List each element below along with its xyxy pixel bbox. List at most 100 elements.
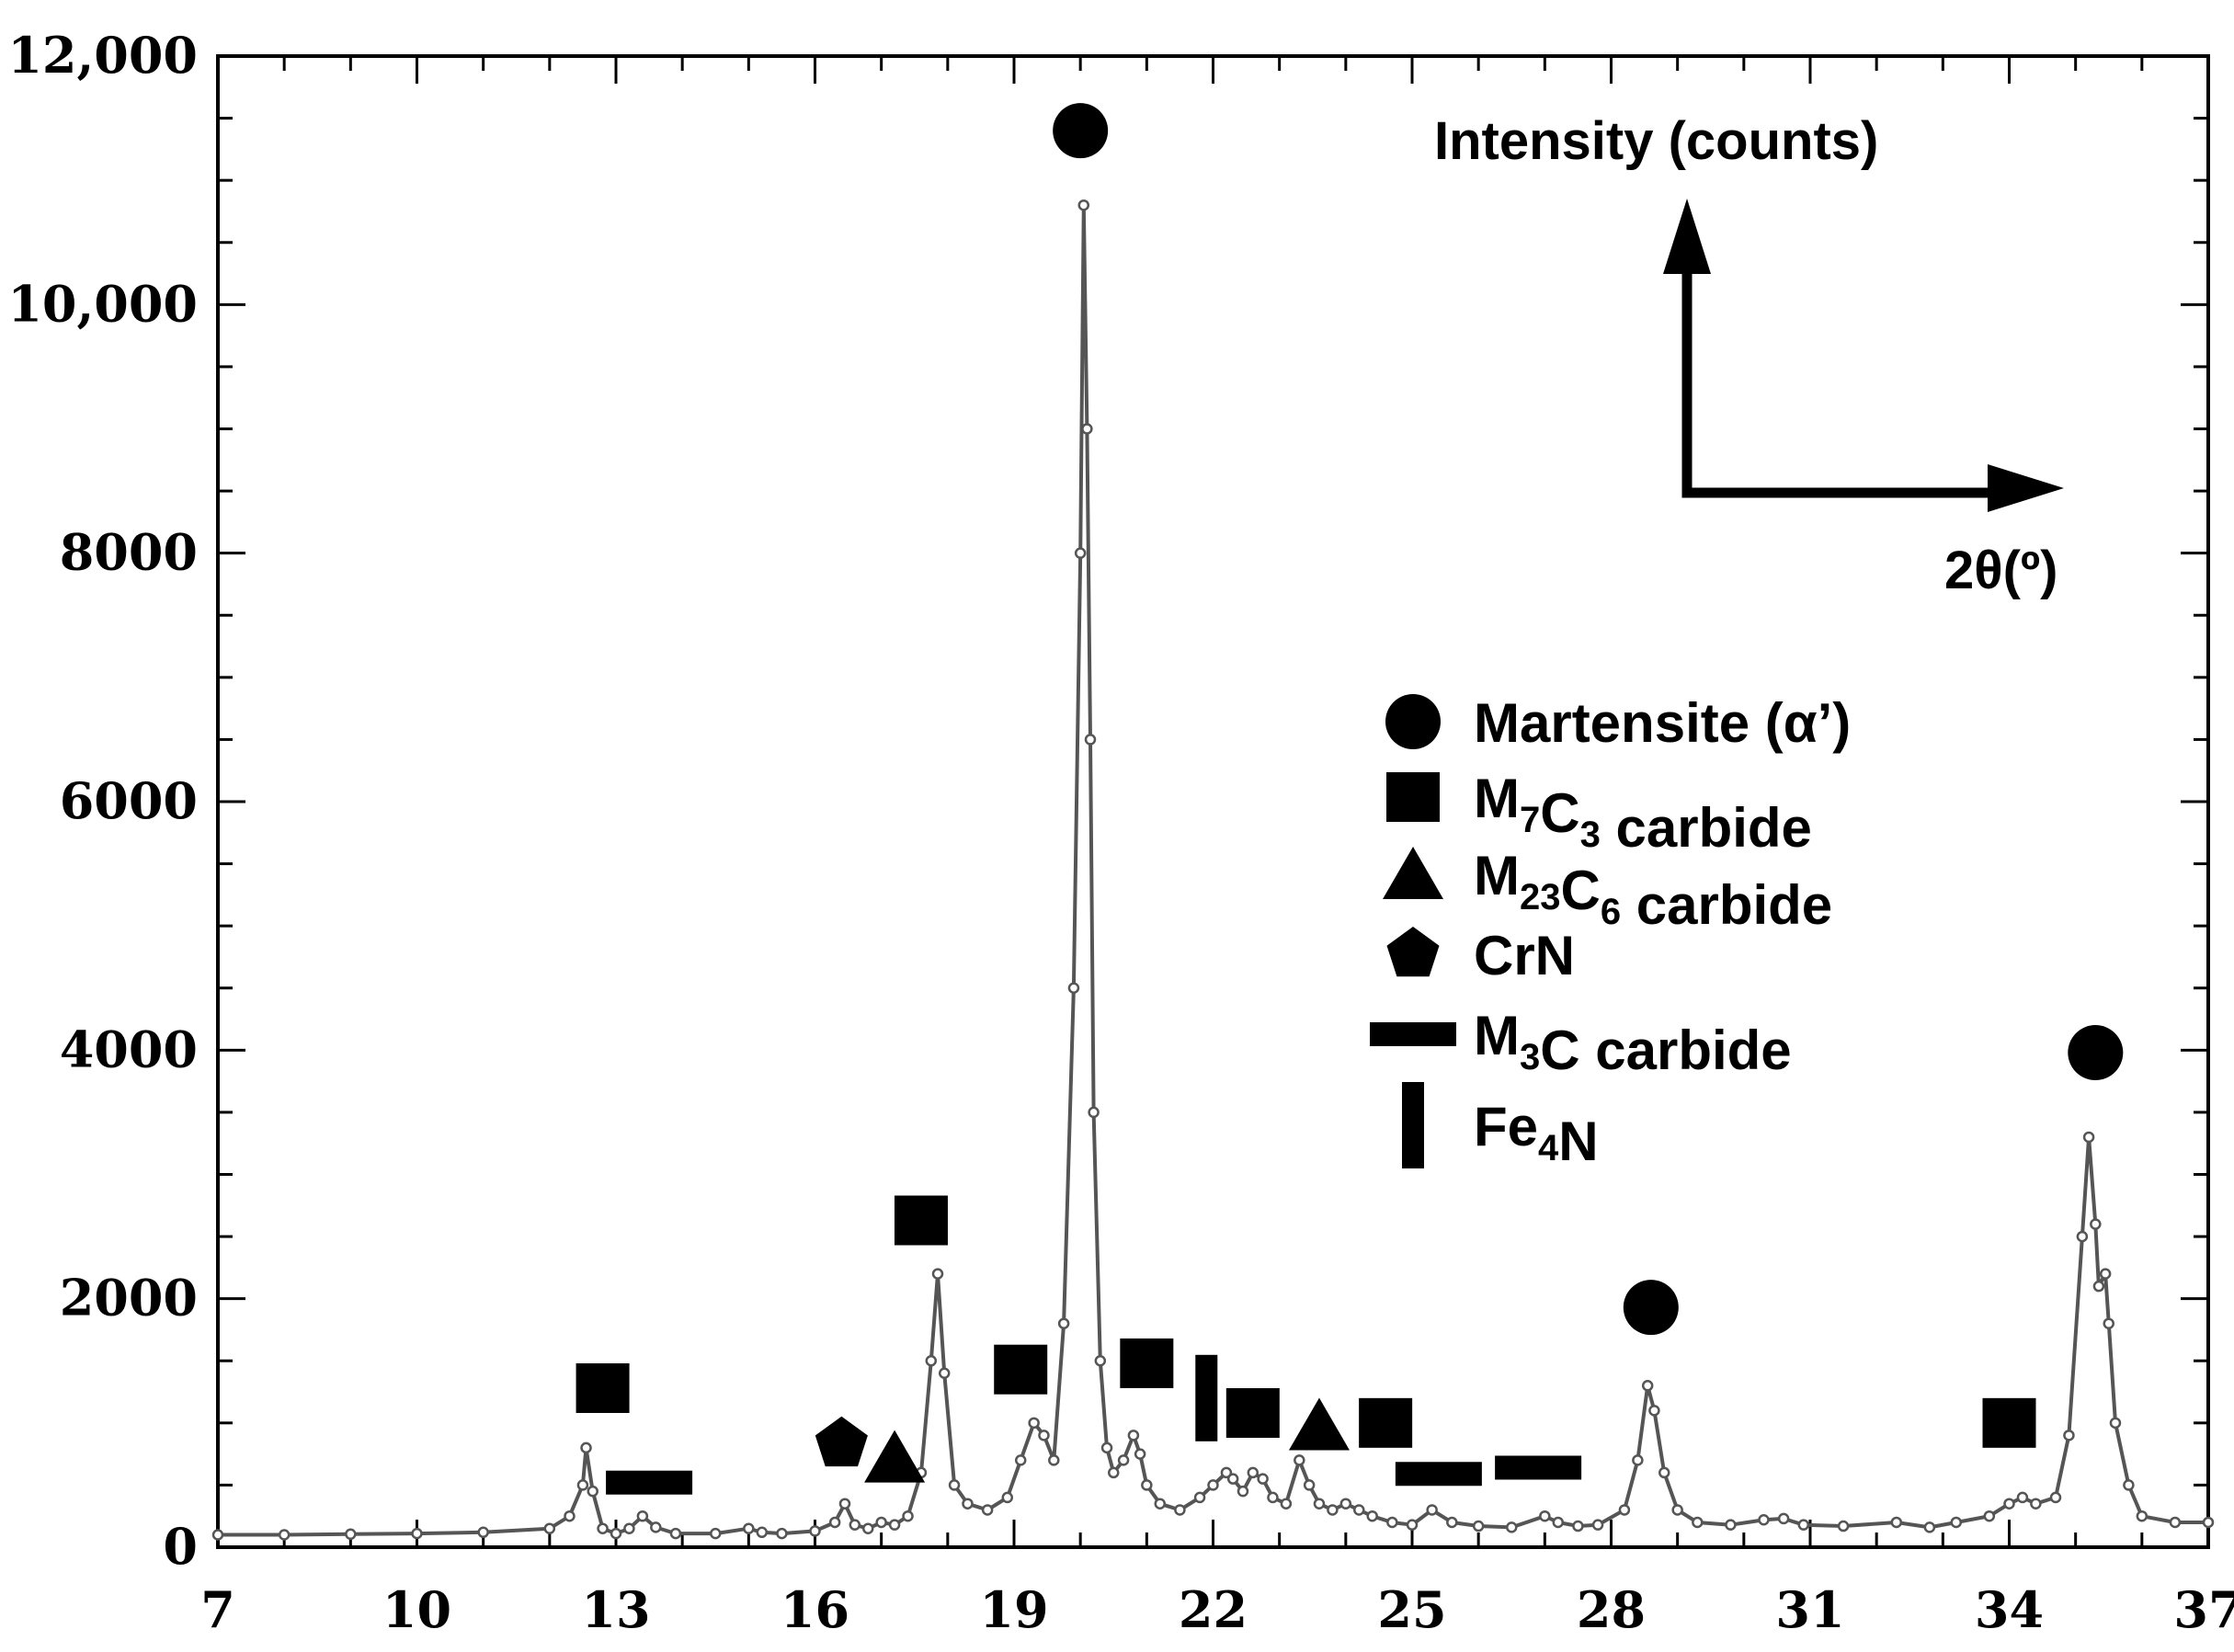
data-point [1127, 1430, 1140, 1441]
data-point [1692, 1516, 1704, 1529]
data-point [838, 1498, 851, 1510]
data-point [576, 1479, 589, 1491]
axis-arrows-annotation: Intensity (counts) 2θ(º) [1434, 111, 2064, 600]
data-point [1220, 1466, 1233, 1479]
data-point [1539, 1510, 1551, 1522]
legend-label: M23C6 carbide [1474, 845, 1832, 936]
data-point [2202, 1516, 2215, 1529]
data-point [1386, 1516, 1398, 1529]
data-point [756, 1526, 769, 1539]
data-point [669, 1527, 682, 1540]
axis-ticks [216, 54, 2210, 1549]
data-point [1057, 1317, 1070, 1329]
data-point [2049, 1491, 2062, 1504]
data-point [1777, 1512, 1790, 1525]
legend-label: M7C3 carbide [1474, 768, 1812, 859]
data-point [2123, 1479, 2135, 1491]
data-point [2103, 1317, 2114, 1329]
data-point [1572, 1520, 1584, 1532]
legend-marker-square [1386, 772, 1440, 822]
data-point [623, 1522, 635, 1534]
data-point [948, 1479, 961, 1491]
data-point [828, 1516, 841, 1529]
y-tick-label: 0 [163, 1517, 198, 1576]
data-point [2092, 1280, 2105, 1293]
x-tick-label: 7 [200, 1580, 235, 1639]
data-point [1552, 1516, 1565, 1529]
data-point [902, 1510, 914, 1522]
data-point [1108, 1466, 1120, 1479]
data-point [1174, 1504, 1186, 1516]
data-point [2030, 1498, 2042, 1510]
x-tick-label: 31 [1775, 1580, 1844, 1639]
data-point [1758, 1514, 1770, 1526]
data-point [2063, 1430, 2075, 1441]
data-point [1014, 1454, 1027, 1466]
data-point [1028, 1417, 1040, 1430]
data-point [1327, 1504, 1339, 1516]
arrow-x-label: 2θ(º) [1944, 541, 2057, 600]
phase-marker-triangle [864, 1430, 926, 1483]
y-tick-label: 8000 [60, 523, 198, 582]
legend-label: M3C carbide [1474, 1005, 1792, 1081]
data-point [1890, 1516, 1903, 1529]
data-point [1313, 1498, 1326, 1510]
legend-marker-vbar [1402, 1082, 1424, 1168]
data-point [1950, 1516, 1963, 1529]
data-point [1048, 1454, 1060, 1466]
data-point [776, 1527, 788, 1540]
data-point [1671, 1504, 1683, 1516]
plot-border [216, 54, 2210, 1549]
x-tick-label: 37 [2173, 1580, 2234, 1639]
data-point [743, 1522, 755, 1534]
data-point [861, 1522, 874, 1534]
data-point [1134, 1448, 1146, 1460]
arrow-y-label: Intensity (counts) [1434, 111, 1878, 171]
data-point [1117, 1454, 1130, 1466]
series-line [218, 203, 2208, 1537]
phase-marker-bar [606, 1470, 693, 1495]
arrow-head-up [1663, 199, 1711, 274]
phase-marker-bar [1495, 1455, 1582, 1480]
y-tick-label: 2000 [60, 1269, 198, 1327]
data-point [345, 1528, 357, 1541]
data-point [1280, 1498, 1293, 1510]
phase-marker-circle [1623, 1280, 1679, 1336]
data-point [411, 1527, 423, 1540]
data-point [2169, 1516, 2182, 1529]
plot-frame [216, 54, 2210, 1549]
data-point [1081, 423, 1093, 435]
phase-markers [576, 103, 2124, 1495]
data-point [2090, 1218, 2102, 1230]
data-point [636, 1510, 649, 1522]
data-point [2076, 1230, 2089, 1243]
axis-arrow-lines [1681, 271, 2004, 498]
data-point [1591, 1519, 1604, 1531]
data-point [564, 1510, 576, 1522]
data-point [278, 1529, 291, 1541]
data-point [809, 1525, 821, 1537]
data-point [580, 1441, 592, 1454]
data-point [1446, 1516, 1458, 1529]
data-series [211, 199, 2215, 1541]
y-tick-label: 10,000 [7, 274, 198, 333]
data-point [1226, 1473, 1239, 1485]
data-point [2016, 1491, 2029, 1504]
data-point [2003, 1498, 2015, 1510]
data-point [1100, 1441, 1113, 1454]
legend-marker-pentagon [1386, 927, 1440, 977]
phase-marker-bar [1395, 1462, 1482, 1487]
legend-label: CrN [1474, 925, 1575, 986]
phase-marker-square [1120, 1338, 1174, 1388]
phase-marker-square [1225, 1388, 1280, 1439]
data-point [1339, 1498, 1352, 1510]
data-point [981, 1504, 994, 1516]
legend-label: Martensite (α’) [1474, 692, 1851, 754]
data-point [1257, 1473, 1269, 1485]
x-tick-label: 34 [1975, 1580, 2044, 1639]
data-point [587, 1485, 598, 1498]
data-point [1077, 199, 1090, 211]
data-point [1366, 1510, 1378, 1522]
